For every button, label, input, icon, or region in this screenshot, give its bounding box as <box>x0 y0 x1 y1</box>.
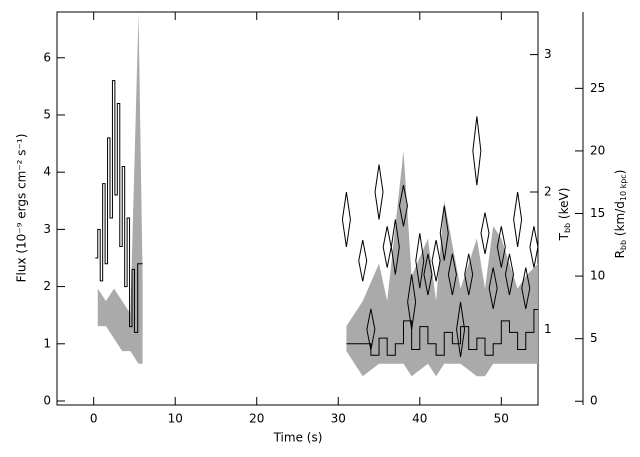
tbb-diamond <box>439 205 449 261</box>
tbb-diamond <box>374 164 384 220</box>
y-tick-label: 0 <box>43 393 51 407</box>
tbb-diamond <box>407 274 417 330</box>
rbb-band <box>346 150 538 377</box>
axis-label-part: R <box>613 250 627 258</box>
tbb-diamond <box>472 116 482 186</box>
tbb-diamond <box>447 253 457 296</box>
tbb-diamond <box>513 191 523 248</box>
axis-label-part: ) <box>613 170 627 175</box>
flux-line <box>95 80 143 333</box>
y-axis-label: Flux (10⁻⁹ ergs cm⁻² s⁻¹) <box>15 134 29 283</box>
x-tick-label: 10 <box>168 412 183 426</box>
y-tick-label: 3 <box>43 222 51 236</box>
y2-tick-label: 2 <box>544 185 552 199</box>
tbb-diamond <box>366 308 376 351</box>
y3-tick-label: 20 <box>590 143 605 157</box>
axis-label-part: (km/d <box>613 201 627 240</box>
axis-label-part: bb <box>619 240 628 250</box>
y3-tick-label: 10 <box>590 269 605 283</box>
y3-axis-label: Rbb (km/d10 kpc) <box>613 170 628 259</box>
y3-tick-label: 25 <box>590 81 605 95</box>
axis-label-part: (keV) <box>557 188 571 223</box>
tbb-diamond <box>382 226 392 268</box>
tbb-diamond <box>529 226 539 268</box>
axis-label-part: bb <box>563 223 572 233</box>
axis-label-part: 10 kpc <box>619 174 628 201</box>
y-tick-label: 5 <box>43 107 51 121</box>
y-tick-label: 1 <box>43 336 51 350</box>
y-tick-label: 6 <box>43 50 51 64</box>
axis-label-part: T <box>557 232 571 241</box>
tbb-diamond <box>390 219 400 275</box>
tbb-diamond <box>431 240 441 282</box>
y3-tick-label: 0 <box>590 394 598 408</box>
flux-line <box>346 308 538 356</box>
tbb-diamond <box>456 301 466 357</box>
tbb-diamond <box>415 233 425 289</box>
tbb-diamond <box>398 185 408 227</box>
tbb-diamond <box>423 253 433 296</box>
y2-axis-label: Tbb (keV) <box>557 188 572 242</box>
tbb-diamond <box>341 191 351 248</box>
x-tick-label: 20 <box>249 412 264 426</box>
tbb-diamond <box>521 267 531 309</box>
tbb-diamond <box>496 226 506 268</box>
y-tick-label: 2 <box>43 279 51 293</box>
y2-tick-label: 1 <box>544 322 552 336</box>
y3-tick-label: 15 <box>590 206 605 220</box>
y-tick-label: 4 <box>43 165 51 179</box>
tbb-diamond <box>464 253 474 296</box>
x-axis-label: Time (s) <box>273 431 323 445</box>
x-tick-label: 40 <box>412 412 427 426</box>
tbb-diamond <box>488 267 498 309</box>
rbb-band <box>97 13 143 364</box>
x-tick-label: 30 <box>331 412 346 426</box>
tbb-diamond <box>504 253 514 296</box>
tbb-diamond <box>480 212 490 254</box>
x-tick-label: 50 <box>494 412 509 426</box>
x-tick-label: 0 <box>90 412 98 426</box>
y2-tick-label: 3 <box>544 47 552 61</box>
tbb-diamond <box>358 240 368 282</box>
plot-frame <box>56 11 539 406</box>
y3-tick-label: 5 <box>590 331 598 345</box>
